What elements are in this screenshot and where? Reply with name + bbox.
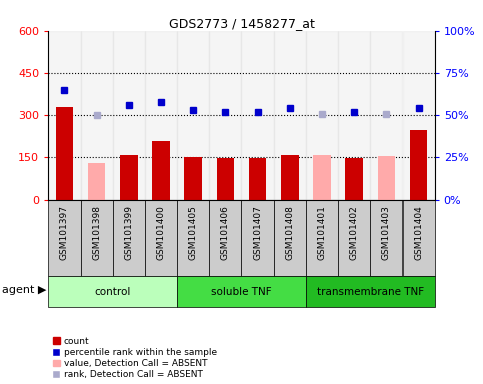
Text: GSM101402: GSM101402 [350,205,359,260]
Bar [370,31,402,200]
Text: agent ▶: agent ▶ [1,285,46,295]
Bar [338,200,370,276]
Text: GSM101397: GSM101397 [60,205,69,260]
Bar [185,157,202,200]
Text: GSM101399: GSM101399 [124,205,133,260]
Text: GSM101398: GSM101398 [92,205,101,260]
Bar [378,156,395,200]
Bar [48,276,177,307]
Bar [274,200,306,276]
Text: transmembrane TNF: transmembrane TNF [317,287,424,297]
Bar [209,31,242,200]
Bar [402,31,435,200]
Bar [48,31,81,200]
Bar [338,31,370,200]
Title: GDS2773 / 1458277_at: GDS2773 / 1458277_at [169,17,314,30]
Bar [209,200,242,276]
Bar [48,200,81,276]
Bar [242,200,274,276]
Bar [242,31,274,200]
Bar [402,200,435,276]
Bar [370,200,402,276]
Text: GSM101403: GSM101403 [382,205,391,260]
Bar [306,276,435,307]
Bar [56,107,73,200]
Bar [177,31,209,200]
Bar [145,31,177,200]
Text: control: control [95,287,131,297]
Bar [306,31,338,200]
Bar [216,158,234,200]
Bar [249,158,267,200]
Text: GSM101405: GSM101405 [189,205,198,260]
Text: GSM101404: GSM101404 [414,205,423,260]
Bar [113,31,145,200]
Bar [88,163,105,200]
Bar [345,158,363,200]
Text: GSM101408: GSM101408 [285,205,294,260]
Bar [113,200,145,276]
Bar [177,276,306,307]
Bar [281,155,298,200]
Bar [81,31,113,200]
Text: GSM101400: GSM101400 [156,205,166,260]
Bar [81,200,113,276]
Text: GSM101401: GSM101401 [317,205,327,260]
Bar [145,200,177,276]
Bar [177,200,209,276]
Text: GSM101407: GSM101407 [253,205,262,260]
Legend: count, percentile rank within the sample, value, Detection Call = ABSENT, rank, : count, percentile rank within the sample… [53,337,217,379]
Bar [274,31,306,200]
Text: GSM101406: GSM101406 [221,205,230,260]
Bar [120,155,138,200]
Bar [410,130,427,200]
Bar [152,141,170,200]
Bar [313,155,331,200]
Bar [306,200,338,276]
Text: soluble TNF: soluble TNF [211,287,272,297]
